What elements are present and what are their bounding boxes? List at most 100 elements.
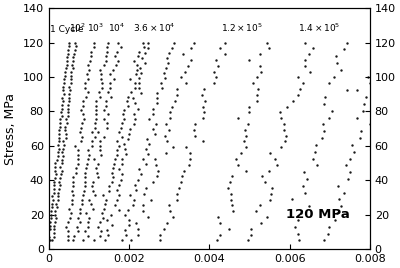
Point <box>75 153 81 157</box>
Point <box>92 135 98 139</box>
Y-axis label: Stress, MPa: Stress, MPa <box>4 92 17 165</box>
Point <box>80 99 87 103</box>
Point <box>83 94 90 99</box>
Point <box>320 122 326 126</box>
Text: $10^4$: $10^4$ <box>108 21 125 34</box>
Point <box>88 202 94 207</box>
Point <box>51 227 57 232</box>
Point <box>59 103 65 107</box>
Point <box>345 177 352 181</box>
Point <box>96 67 103 72</box>
Point <box>112 54 119 58</box>
Point <box>101 135 107 139</box>
Point <box>254 99 260 103</box>
Point <box>49 238 56 243</box>
Point <box>69 198 76 202</box>
Point <box>368 68 375 72</box>
Point <box>150 111 156 116</box>
Point <box>233 157 239 161</box>
Point <box>125 137 132 141</box>
Point <box>228 203 235 208</box>
Point <box>62 125 68 129</box>
Point <box>333 54 339 58</box>
Point <box>69 62 76 67</box>
Point <box>60 139 66 144</box>
Point <box>80 193 86 198</box>
Point <box>65 103 71 107</box>
Point <box>143 162 150 166</box>
Point <box>213 58 219 62</box>
Point <box>90 189 96 193</box>
Point <box>134 226 141 231</box>
Point <box>51 191 57 195</box>
Point <box>51 231 57 235</box>
Point <box>93 99 99 103</box>
Point <box>138 91 144 95</box>
Point <box>47 220 53 224</box>
Point <box>71 48 78 52</box>
Point <box>169 46 176 50</box>
Point <box>234 163 241 167</box>
Point <box>152 157 158 161</box>
Point <box>135 232 142 237</box>
Point <box>140 45 147 49</box>
Point <box>123 233 130 237</box>
Point <box>166 128 172 132</box>
Point <box>58 114 65 118</box>
Point <box>81 184 88 189</box>
Point <box>65 106 72 111</box>
Point <box>132 183 138 187</box>
Point <box>170 40 177 45</box>
Point <box>135 106 141 111</box>
Point <box>300 184 306 188</box>
Point <box>127 193 134 197</box>
Point <box>97 139 104 144</box>
Point <box>70 175 76 180</box>
Point <box>119 238 126 243</box>
Point <box>130 96 136 100</box>
Point <box>264 40 270 45</box>
Point <box>122 228 129 232</box>
Point <box>75 162 82 166</box>
Point <box>135 167 142 172</box>
Point <box>78 135 85 139</box>
Point <box>57 176 63 180</box>
Point <box>361 102 367 106</box>
Point <box>87 58 93 63</box>
Point <box>74 225 80 229</box>
Point <box>103 218 110 222</box>
Point <box>131 58 137 63</box>
Point <box>222 40 228 45</box>
Point <box>51 224 58 228</box>
Point <box>85 234 92 238</box>
Point <box>244 122 251 126</box>
Point <box>254 93 260 97</box>
Point <box>245 238 251 243</box>
Point <box>86 198 92 202</box>
Point <box>48 216 54 221</box>
Point <box>78 139 84 144</box>
Point <box>70 59 76 63</box>
Point <box>215 215 221 219</box>
Point <box>246 110 252 114</box>
Point <box>88 49 94 54</box>
Point <box>57 121 64 125</box>
Point <box>281 122 288 126</box>
Point <box>98 76 105 81</box>
Point <box>164 221 170 225</box>
Point <box>83 166 90 171</box>
Point <box>360 109 366 113</box>
Point <box>103 126 110 130</box>
Point <box>163 122 170 126</box>
Point <box>98 72 105 76</box>
Point <box>302 58 308 62</box>
Point <box>142 186 149 190</box>
Point <box>262 180 269 184</box>
Point <box>65 229 72 233</box>
Point <box>119 135 126 139</box>
Point <box>96 234 103 238</box>
Point <box>106 189 112 193</box>
Point <box>222 52 228 56</box>
Point <box>51 183 58 188</box>
Point <box>110 67 116 72</box>
